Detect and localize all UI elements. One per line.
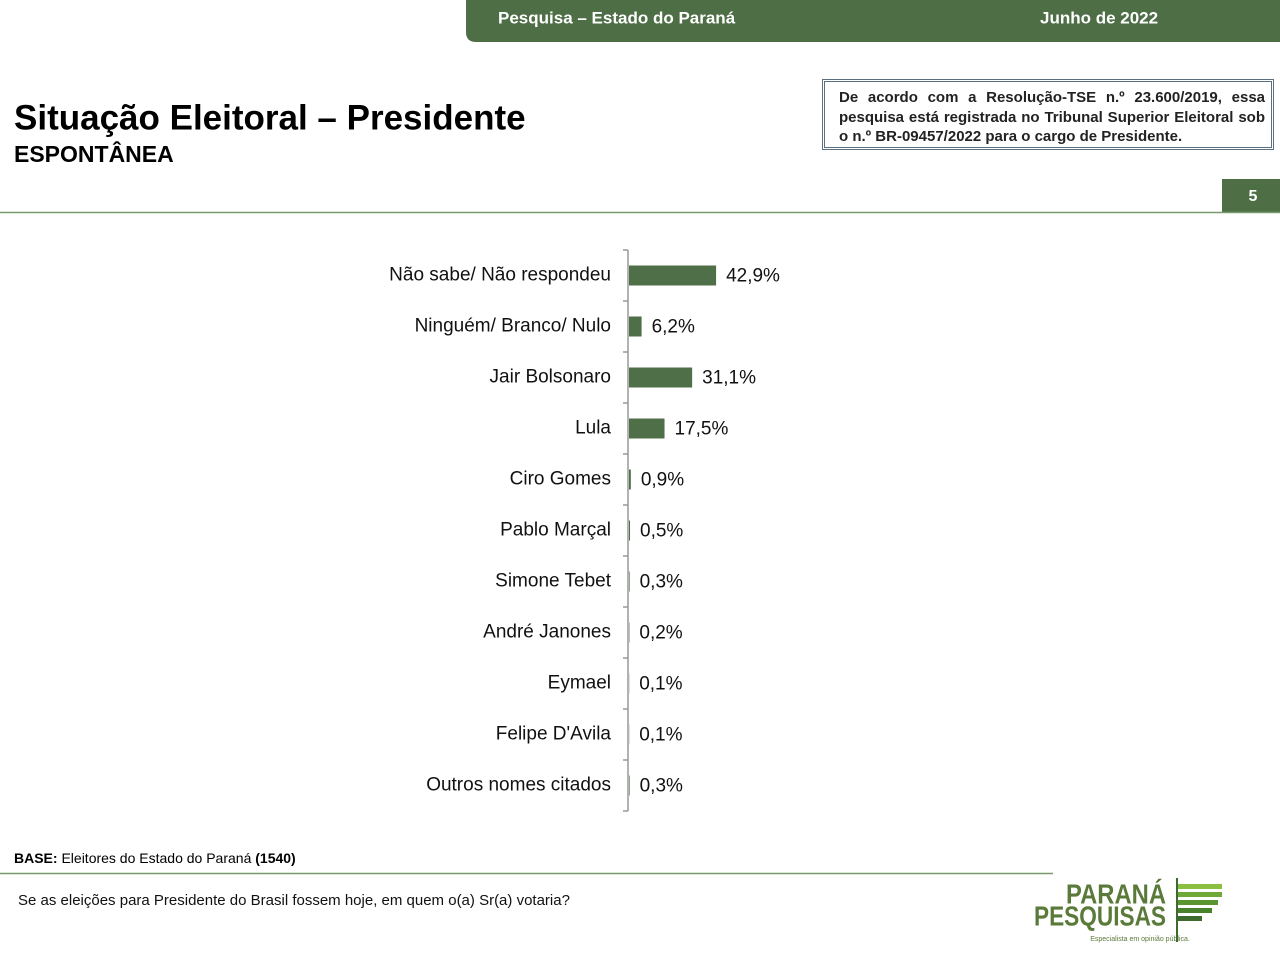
logo-line2: PESQUISAS <box>1034 900 1166 931</box>
value-label: 6,2% <box>652 317 695 338</box>
category-label: Pablo Marçal <box>500 520 611 541</box>
page-number-box <box>1222 179 1280 212</box>
header-survey: Pesquisa – Estado do Paraná <box>498 8 736 27</box>
page-number: 5 <box>1249 188 1258 205</box>
value-label: 0,3% <box>640 776 683 797</box>
bar <box>629 265 717 286</box>
chart: Não sabe/ Não respondeu 42,9% Ninguém/ Bra… <box>389 249 780 812</box>
logo-tagline: Especialista em opinião pública. <box>1090 936 1190 943</box>
bar <box>629 418 665 439</box>
value-label: 0,1% <box>639 674 682 695</box>
category-label: Simone Tebet <box>495 571 612 592</box>
value-label: 17,5% <box>675 419 729 440</box>
category-label: André Janones <box>483 622 611 643</box>
logo-stripe <box>1178 900 1218 905</box>
value-label: 0,5% <box>640 521 683 542</box>
logo-stripe <box>1178 884 1222 889</box>
category-label: Outros nomes citados <box>426 775 611 796</box>
value-label: 42,9% <box>726 266 780 287</box>
category-label: Ninguém/ Branco/ Nulo <box>415 316 611 337</box>
bar <box>629 367 693 388</box>
category-label: Jair Bolsonaro <box>490 367 611 388</box>
value-label: 0,3% <box>640 572 683 593</box>
slide-title: Situação Eleitoral – Presidente <box>14 98 526 137</box>
base-count: (1540) <box>255 850 295 866</box>
bar <box>629 520 631 541</box>
base-text: Eleitores do Estado do Paraná <box>61 850 251 866</box>
logo: PARANÁ PESQUISAS Especialista em opinião… <box>1034 878 1222 943</box>
bar <box>629 316 642 337</box>
question: Se as eleições para Presidente do Brasil… <box>18 892 570 909</box>
category-label: Lula <box>575 418 611 439</box>
bar <box>629 775 630 796</box>
category-label: Ciro Gomes <box>510 469 611 490</box>
bar <box>629 571 630 592</box>
category-label: Não sabe/ Não respondeu <box>389 265 611 286</box>
base-note: BASE: Eleitores do Estado do Paraná (154… <box>14 850 296 866</box>
logo-stem <box>1176 878 1178 942</box>
logo-stripe <box>1178 908 1212 913</box>
header-date: Junho de 2022 <box>1040 8 1158 27</box>
category-label: Eymael <box>548 673 611 694</box>
logo-stripe <box>1178 916 1202 921</box>
registration-notice: De acordo com a Resolução-TSE n.º 23.600… <box>822 79 1274 150</box>
base-label: BASE: <box>14 850 58 866</box>
header-bar <box>466 0 1280 42</box>
value-label: 0,9% <box>641 470 684 491</box>
logo-stripe <box>1178 892 1222 897</box>
category-label: Felipe D'Avila <box>496 724 612 745</box>
value-label: 31,1% <box>702 368 756 389</box>
value-label: 0,2% <box>639 623 682 644</box>
bar <box>629 469 631 490</box>
slide-subtitle: ESPONTÂNEA <box>14 140 174 167</box>
value-label: 0,1% <box>639 725 682 746</box>
logo-line1: PARANÁ <box>1066 878 1166 909</box>
